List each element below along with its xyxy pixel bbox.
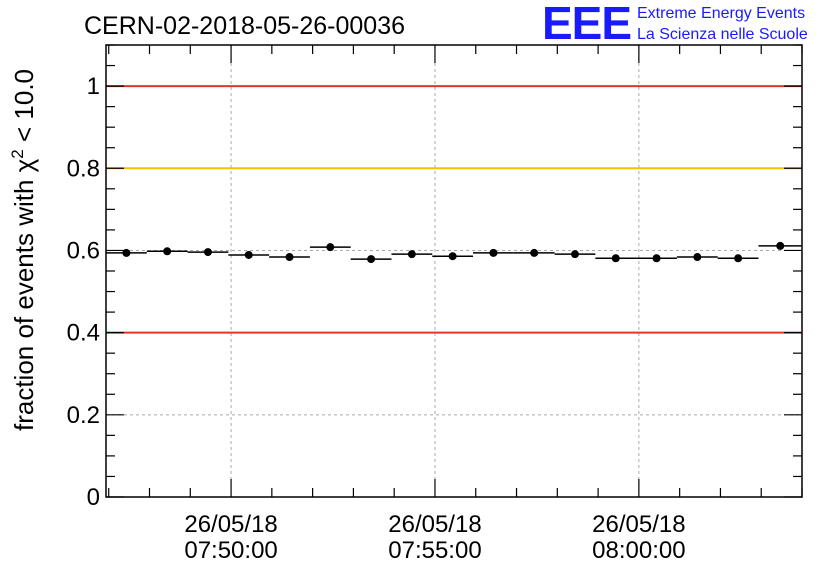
data-point — [570, 250, 579, 259]
x-tick-date-label: 26/05/18 — [388, 511, 481, 538]
data-points — [106, 241, 802, 264]
y-axis-label-symbol: χ — [9, 158, 39, 172]
axes: 00.20.40.60.8126/05/1807:50:0026/05/1807… — [67, 44, 803, 564]
data-point — [367, 255, 376, 264]
plot-frame — [105, 44, 803, 498]
y-axis-label: fraction of events with χ2 < 10.0 — [8, 69, 39, 431]
y-tick-label: 1 — [87, 73, 100, 100]
data-point — [285, 253, 294, 262]
y-axis-label-prefix: fraction of events with — [9, 172, 39, 431]
logo-line-2: La Scienza nelle Scuole — [637, 26, 808, 43]
data-point — [122, 248, 131, 257]
eee-logo: EEE Extreme Energy Events La Scienza nel… — [542, 0, 808, 49]
data-point — [489, 248, 498, 257]
y-axis-label-exponent: 2 — [8, 149, 27, 158]
reference-lines — [106, 85, 802, 334]
grid — [106, 45, 802, 497]
x-tick-date-label: 26/05/18 — [592, 511, 685, 538]
chart-title: CERN-02-2018-05-26-00036 — [84, 12, 405, 40]
data-point — [734, 254, 743, 263]
data-point — [163, 247, 172, 256]
y-tick-label: 0.6 — [67, 237, 100, 264]
data-point — [326, 243, 335, 252]
logo-line-1: Extreme Energy Events — [637, 5, 805, 22]
data-point — [530, 248, 539, 257]
y-tick-label: 0.8 — [67, 155, 100, 182]
y-tick-label: 0.2 — [67, 402, 100, 429]
y-tick-label: 0.4 — [67, 320, 100, 347]
y-axis-label-suffix: < 10.0 — [9, 69, 39, 149]
data-point — [203, 248, 212, 257]
x-tick-time-label: 07:55:00 — [388, 537, 481, 564]
x-tick-time-label: 07:50:00 — [184, 537, 277, 564]
x-tick-time-label: 08:00:00 — [592, 537, 685, 564]
data-point — [776, 241, 785, 250]
data-point — [244, 250, 253, 259]
y-tick-label: 0 — [87, 484, 100, 511]
data-point — [448, 252, 457, 261]
data-point — [693, 253, 702, 262]
data-point — [407, 250, 416, 259]
data-point — [652, 254, 661, 263]
logo-mark: EEE — [542, 0, 631, 49]
data-point — [611, 254, 620, 263]
x-tick-date-label: 26/05/18 — [184, 511, 277, 538]
